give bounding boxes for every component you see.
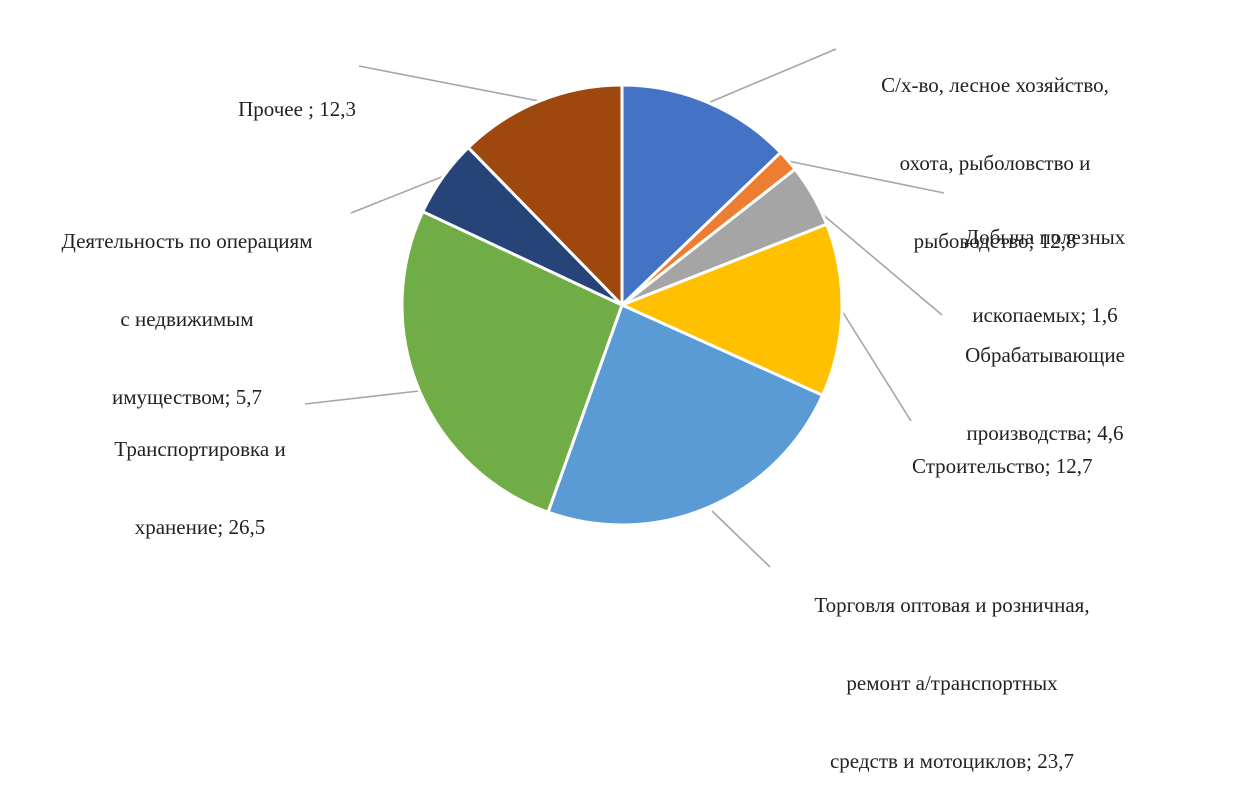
leader-line-transport [304, 390, 420, 405]
leader-line-mining [787, 160, 945, 194]
leader-line-real-estate [350, 175, 445, 214]
pie-slice-construction [620, 222, 844, 397]
slice-label-agriculture: С/х-во, лесное хозяйство, охота, рыболов… [881, 73, 1109, 253]
leader-line-other [358, 65, 540, 102]
leader-line-trade [711, 510, 771, 568]
pie-slice-agriculture [620, 83, 783, 307]
pie-chart [304, 48, 945, 568]
slice-label-construction: Строительство; 12,7 [912, 454, 1093, 478]
slice-label-other: Прочее ; 12,3 [238, 97, 356, 121]
slice-label-transport: Транспортировка и хранение; 26,5 [114, 437, 286, 539]
pie-slices [400, 83, 844, 527]
leader-line-agriculture [707, 48, 837, 104]
slice-label-mining: Добыча полезных ископаемых; 1,6 [964, 225, 1126, 327]
leader-line-construction [841, 310, 912, 422]
slice-label-trade: Торговля оптовая и розничная, ремонт а/т… [814, 593, 1090, 773]
pie-slice-transport [400, 210, 624, 514]
leader-lines [304, 48, 945, 568]
leader-line-manufacturing [801, 196, 943, 316]
slice-label-real-estate: Деятельность по операциям с недвижимым и… [61, 229, 313, 409]
slice-label-manufacturing: Обрабатывающие производства; 4,6 [965, 343, 1125, 445]
pie-slice-other [466, 83, 624, 307]
pie-slice-trade [546, 303, 825, 527]
